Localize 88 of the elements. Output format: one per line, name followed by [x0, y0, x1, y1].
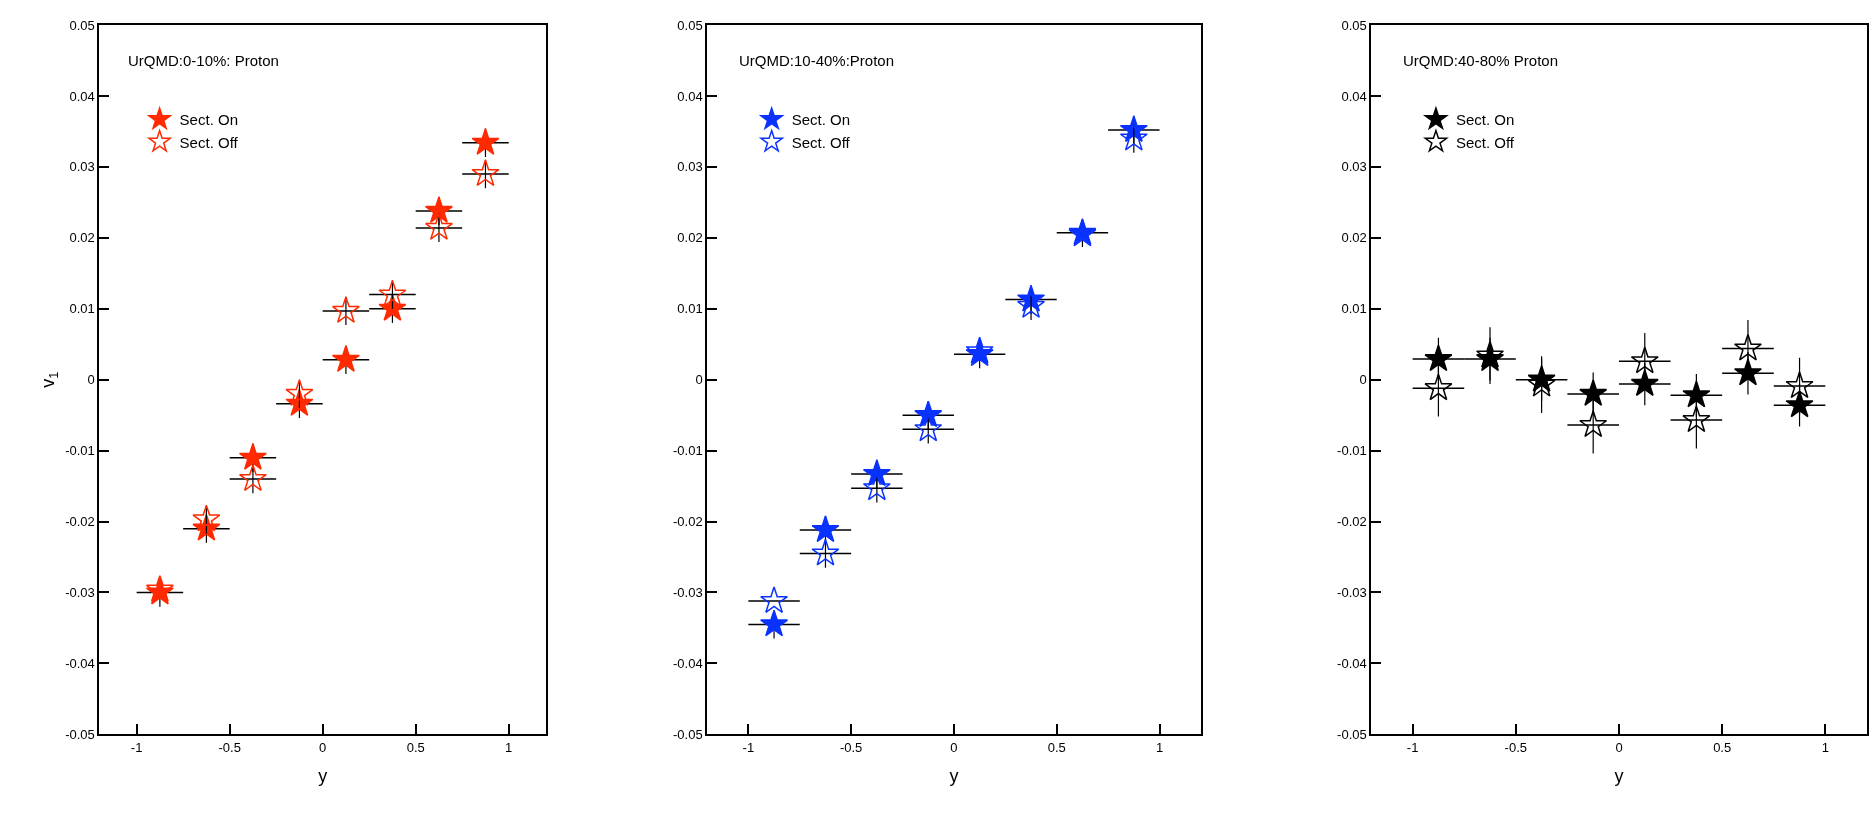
x-axis-title: y: [318, 765, 328, 786]
point: [238, 464, 267, 492]
y-tick-label: -0.04: [65, 655, 95, 671]
legend-label: Sect. Off: [179, 133, 239, 151]
x-tick-label: 0.5: [406, 739, 425, 755]
point: [1119, 123, 1148, 151]
y-tick-label: 0.03: [677, 159, 703, 175]
point: [1579, 379, 1608, 406]
x-tick-label: 1: [1821, 739, 1829, 755]
x-tick-label: -1: [130, 739, 143, 755]
y-tick-label: 0: [695, 372, 703, 388]
point: [378, 279, 407, 307]
text: UrQMD:40-80% Proton: [1403, 52, 1559, 69]
y-tick-label: 0.01: [677, 301, 703, 317]
legend-label: Sect. On: [1455, 111, 1515, 129]
x-tick-label: -0.5: [1504, 739, 1528, 755]
point: [1630, 369, 1659, 397]
point: [1682, 405, 1711, 433]
y-tick-label: -0.01: [1337, 443, 1367, 459]
text: UrQMD:10-40%:Proton: [739, 52, 895, 69]
text: UrQMD:0-10%: Proton: [128, 52, 279, 69]
y-tick-label: 0.05: [1341, 17, 1367, 33]
point: [1630, 346, 1659, 374]
point: [811, 538, 840, 566]
y-tick-label: 0: [87, 372, 95, 388]
point: [811, 515, 840, 543]
legend-label: Sect. Off: [1455, 133, 1515, 151]
legend-label: Sect. Off: [791, 133, 851, 151]
y-tick-label: 0.01: [1341, 301, 1367, 317]
y-tick-label: 0.02: [677, 230, 703, 246]
point: [1785, 371, 1814, 399]
x-tick-label: 1: [505, 739, 513, 755]
y-tick-label: -0.02: [1337, 514, 1367, 530]
y-tick-label: -0.03: [65, 585, 95, 601]
point: [192, 504, 221, 532]
y-tick-label: 0.02: [69, 230, 95, 246]
point: [1579, 410, 1608, 438]
legend-label: Sect. On: [179, 111, 238, 129]
point: [424, 213, 454, 240]
point: [285, 379, 314, 406]
x-tick-label: 0: [1615, 739, 1623, 755]
y-tick-label: 0.05: [677, 17, 703, 33]
y-tick-label: 0: [1359, 372, 1367, 388]
y-tick-label: -0.02: [673, 514, 703, 530]
y-tick-label: -0.01: [673, 443, 703, 459]
x-tick-label: 1: [1155, 739, 1164, 755]
y-tick-label: 0.03: [69, 159, 95, 175]
y-tick-label: 0.04: [1341, 88, 1367, 104]
x-tick-label: 0: [319, 739, 327, 755]
point: [424, 196, 454, 223]
x-tick-label: -1: [742, 739, 755, 755]
x-axis-title: y: [949, 765, 959, 786]
y-tick-label: -0.05: [65, 726, 95, 742]
point: [914, 414, 943, 442]
legend-label: Sect. On: [791, 111, 851, 129]
point: [1424, 373, 1453, 401]
y-tick-label: -0.01: [65, 443, 95, 459]
y-tick-label: -0.03: [673, 585, 703, 601]
x-axis-title: y: [1614, 765, 1624, 786]
x-tick-label: 0: [950, 739, 958, 755]
y-tick-label: -0.04: [673, 655, 703, 671]
y-tick-label: -0.05: [1337, 726, 1367, 742]
point: [862, 473, 891, 501]
point: [760, 609, 789, 637]
y-tick-label: 0.04: [677, 88, 703, 104]
x-tick-label: -0.5: [218, 739, 241, 755]
point: [1785, 390, 1814, 418]
point: [1424, 344, 1453, 372]
point: [760, 586, 789, 614]
point: [238, 442, 267, 470]
y-tick-label: -0.03: [1337, 585, 1367, 601]
x-tick-label: -1: [1406, 739, 1419, 755]
y-tick-label: 0.02: [1341, 230, 1367, 246]
y-tick-label: 0.01: [69, 301, 95, 317]
point: [1733, 333, 1763, 361]
x-tick-label: -0.5: [839, 739, 863, 755]
y-tick-label: -0.05: [673, 726, 703, 742]
x-tick-label: 0.5: [1713, 739, 1732, 755]
x-tick-label: 0.5: [1047, 739, 1066, 755]
y-tick-label: 0.03: [1341, 159, 1367, 175]
point: [331, 345, 360, 372]
y-tick-label: 0.04: [69, 88, 95, 104]
y-tick-label: -0.02: [65, 514, 95, 530]
y-tick-label: 0.05: [69, 17, 95, 33]
point: [331, 296, 360, 323]
y-tick-label: -0.04: [1337, 655, 1367, 671]
point: [1016, 291, 1046, 318]
point: [1682, 380, 1711, 408]
